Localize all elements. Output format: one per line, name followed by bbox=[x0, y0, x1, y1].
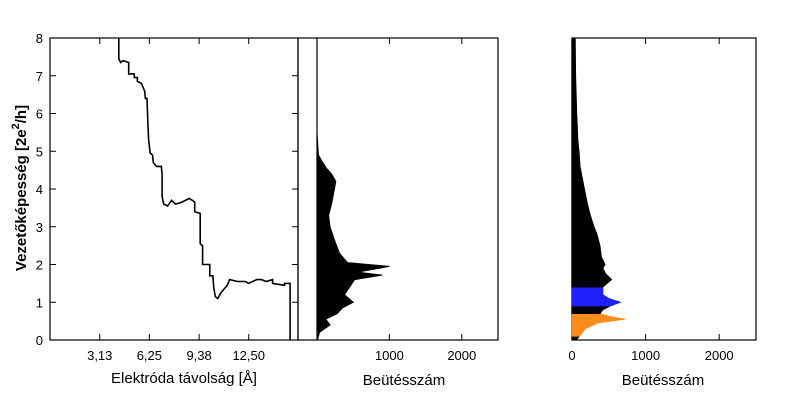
y-tick-label-1: 1 bbox=[36, 295, 43, 310]
y-tick-label-4: 4 bbox=[36, 182, 43, 197]
histogram-band-c-1 bbox=[571, 313, 626, 337]
x-axis-label-a: Elektróda távolság [Å] bbox=[111, 370, 257, 387]
histogram-band-c-2 bbox=[571, 305, 611, 315]
y-axis-label-main: Vezetőképesség [2e bbox=[13, 129, 30, 271]
x-tick-label-c-2: 2000 bbox=[705, 348, 734, 363]
y-axis-label-sup: 2 bbox=[10, 123, 22, 129]
y-tick-label-7: 7 bbox=[36, 69, 43, 84]
panel-a-trace bbox=[118, 38, 291, 340]
x-axis-label-b: Beütésszám bbox=[363, 372, 446, 389]
panel-c-histogram bbox=[571, 37, 626, 341]
y-tick-label-8: 8 bbox=[36, 31, 43, 46]
x-tick-label-b-0: 1000 bbox=[375, 348, 404, 363]
y-tick-label-5: 5 bbox=[36, 144, 43, 159]
y-tick-label-0: 0 bbox=[36, 333, 43, 348]
x-tick-label-a-1: 6,25 bbox=[137, 348, 162, 363]
y-tick-label-6: 6 bbox=[36, 107, 43, 122]
x-tick-label-a-2: 9,38 bbox=[186, 348, 211, 363]
x-tick-label-c-1: 1000 bbox=[631, 348, 660, 363]
x-tick-label-b-1: 2000 bbox=[447, 348, 476, 363]
x-tick-label-c-0: 0 bbox=[568, 348, 575, 363]
y-axis-label: Vezetőképesség [2e2/h] bbox=[10, 105, 30, 271]
x-axis-label-c: Beütésszám bbox=[622, 372, 705, 389]
y-axis-label-tail: /h] bbox=[13, 105, 30, 123]
y-tick-label-3: 3 bbox=[36, 220, 43, 235]
trace-line bbox=[118, 38, 291, 340]
histogram-band-c-3 bbox=[571, 286, 622, 307]
panel-a-ticks: 0 1 2 3 4 5 6 7 8 3,13 6,25 9,38 12,50 bbox=[36, 31, 298, 363]
panel-a-frame bbox=[49, 37, 299, 341]
panel-b-ticks: 1000 2000 bbox=[316, 38, 476, 363]
y-tick-label-2: 2 bbox=[36, 258, 43, 273]
histogram-area-b-0 bbox=[316, 38, 390, 341]
histogram-band-c-4 bbox=[571, 37, 613, 288]
panel-b-histogram bbox=[316, 38, 390, 341]
x-tick-label-a-0: 3,13 bbox=[87, 348, 112, 363]
x-tick-label-a-3: 12,50 bbox=[232, 348, 265, 363]
